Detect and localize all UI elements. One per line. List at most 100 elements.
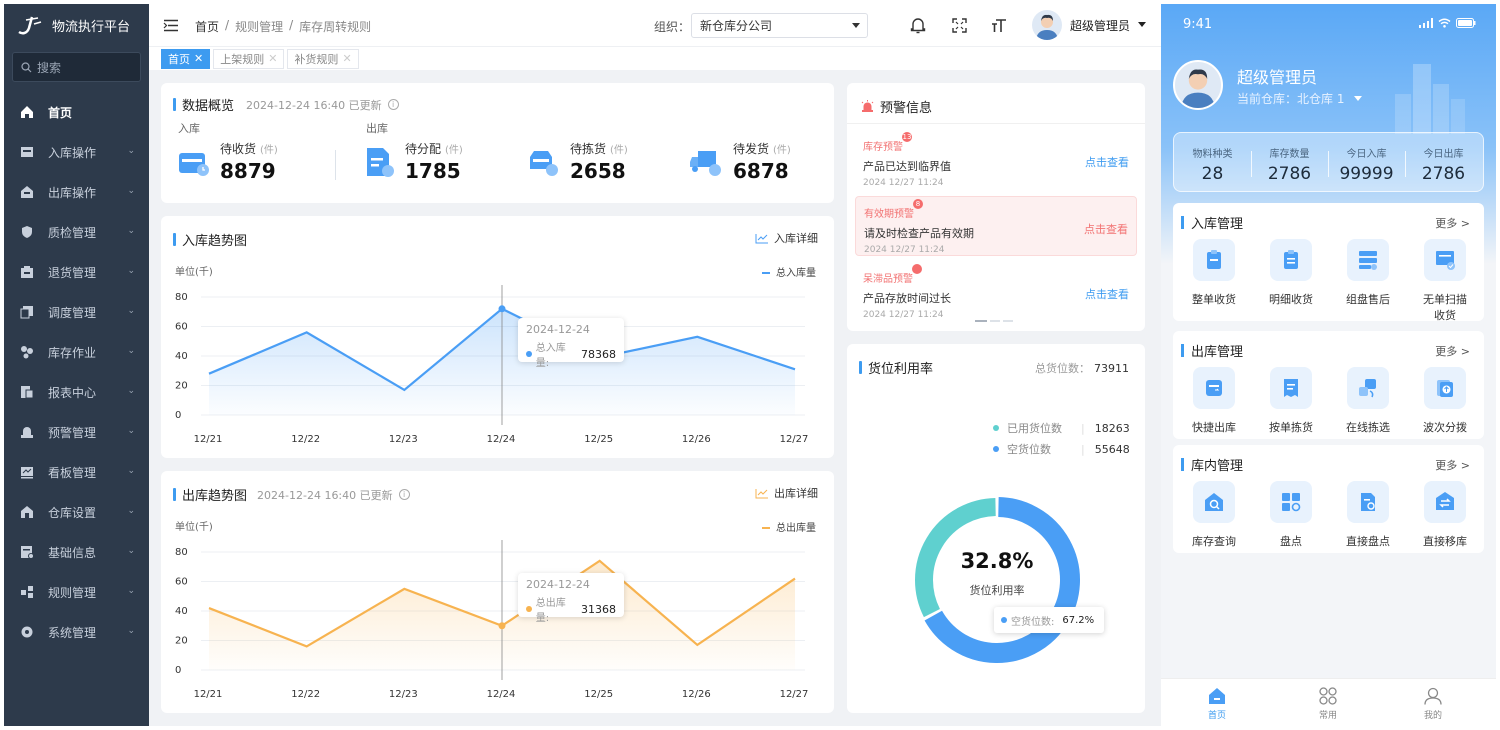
y-tick-label: 0 (175, 665, 181, 676)
summary-label: 物料种类 (1192, 149, 1233, 160)
stat-value: 2658 (570, 159, 626, 183)
bell-icon[interactable] (910, 16, 926, 34)
alert-time: 2024 12/27 11:24 (864, 245, 945, 255)
more-link[interactable]: 更多 > (1435, 215, 1470, 231)
x-tick-label: 12/26 (682, 689, 711, 700)
sidebar-item-10[interactable]: 仓库设置 ⌄ (4, 492, 149, 532)
sidebar-item-0[interactable]: 首页 (4, 92, 149, 132)
y-tick-label: 40 (175, 606, 188, 617)
alert-view-link[interactable]: 点击查看 (1085, 156, 1129, 169)
sidebar-item-6[interactable]: 库存作业 ⌄ (4, 332, 149, 372)
mobile-action[interactable]: 库存查询 (1179, 481, 1249, 549)
close-icon[interactable]: ✕ (342, 52, 352, 65)
donut-slice-used[interactable] (915, 498, 997, 618)
mobile-action[interactable]: 直接盘点 (1333, 481, 1403, 549)
sidebar-item-2[interactable]: 出库操作 ⌄ (4, 172, 149, 212)
mobile-action[interactable]: 组盘售后 (1333, 239, 1403, 307)
tab-replenish-rules[interactable]: 补货规则 ✕ (287, 48, 359, 69)
sidebar-item-3[interactable]: 质检管理 ⌄ (4, 212, 149, 252)
mobile-tab-common[interactable]: 常用 (1298, 685, 1358, 721)
stat-pending-receipt[interactable]: 待收货 (件) 8879 (178, 140, 278, 183)
mobile-tab-mine[interactable]: 我的 (1403, 685, 1463, 721)
mobile-action[interactable]: 无单扫描收货 (1421, 239, 1469, 323)
sidebar-item-4[interactable]: 退货管理 ⌄ (4, 252, 149, 292)
stat-pending-shipment[interactable]: 待发货 (件) 6878 (689, 140, 791, 183)
board-icon (20, 465, 34, 479)
x-tick-label: 12/22 (291, 689, 320, 700)
tab-home[interactable]: 首页 ✕ (161, 48, 211, 69)
data-point[interactable] (498, 622, 506, 630)
stock-icon (20, 345, 34, 359)
alert-item: 有效期预警 8 请及时检查产品有效期 2024 12/27 11:24 点击查看 (855, 196, 1137, 256)
sidebar-item-5[interactable]: 调度管理 ⌄ (4, 292, 149, 332)
fullscreen-icon[interactable] (952, 18, 967, 33)
mobile-avatar[interactable] (1173, 60, 1223, 110)
mobile-action[interactable]: 盘点 (1256, 481, 1326, 549)
alert-view-link[interactable]: 点击查看 (1084, 223, 1128, 236)
divider (1251, 151, 1252, 177)
warehouse-switcher[interactable]: 当前仓库：北仓库 1 (1237, 90, 1363, 107)
x-tick-label: 12/25 (584, 434, 613, 445)
tab-replenish-label: 补货规则 (294, 52, 339, 66)
divider (335, 150, 336, 180)
inbound-detail-text: 入库详细 (774, 232, 818, 245)
sidebar: 物流执行平台 搜索 首页 入库操作 ⌄ 出库操作 ⌄ 质检管理 ⌄ 退货管理 ⌄ 调度管理 ⌄ 库存作… (4, 4, 149, 726)
close-icon[interactable]: ✕ (268, 52, 278, 65)
sidebar-item-label: 预警管理 (48, 425, 97, 440)
y-tick-label: 60 (175, 577, 188, 588)
line-chart-icon (755, 233, 768, 243)
close-icon[interactable]: ✕ (194, 52, 204, 65)
area-fill (209, 560, 795, 670)
sidebar-item-12[interactable]: 规则管理 ⌄ (4, 572, 149, 612)
sidebar-item-8[interactable]: 预警管理 ⌄ (4, 412, 149, 452)
sidebar-item-11[interactable]: 基础信息 ⌄ (4, 532, 149, 572)
sidebar-search[interactable]: 搜索 (12, 52, 141, 82)
more-link[interactable]: 更多 > (1435, 343, 1470, 359)
mobile-action[interactable]: 在线拣选 (1333, 367, 1403, 435)
pick-icon (1359, 379, 1376, 398)
sidebar-item-9[interactable]: 看板管理 ⌄ (4, 452, 149, 492)
mobile-action[interactable]: 快捷出库 (1179, 367, 1249, 435)
chevron-down-icon: ⌄ (127, 346, 135, 356)
sidebar-item-1[interactable]: 入库操作 ⌄ (4, 132, 149, 172)
sidebar-item-7[interactable]: 报表中心 ⌄ (4, 372, 149, 412)
mobile-action[interactable]: 明细收货 (1256, 239, 1326, 307)
mobile-action[interactable]: 按单拣货 (1256, 367, 1326, 435)
grid-search-icon (1282, 493, 1301, 512)
alerts-card: 预警信息 库存预警 13 产品已达到临界值 2024 12/27 11:24 点击查看有… (847, 83, 1145, 331)
mobile-tab-home[interactable]: 首页 (1187, 685, 1247, 721)
stat-pending-allocation[interactable]: 待分配 (件) 1785 (365, 140, 463, 183)
legend-swatch (762, 272, 770, 274)
font-size-icon[interactable] (991, 18, 1007, 33)
stat-value: 8879 (220, 159, 276, 183)
sidebar-item-label: 调度管理 (48, 305, 97, 320)
mobile-action[interactable]: 整单收货 (1179, 239, 1249, 307)
sidebar-item-13[interactable]: 系统管理 ⌄ (4, 612, 149, 652)
inbound-detail-link[interactable]: 入库详细 (755, 230, 818, 246)
alerts-title-text: 预警信息 (880, 101, 933, 116)
mobile-action[interactable]: 波次分拨 (1410, 367, 1480, 435)
breadcrumb-item-rules[interactable]: 规则管理 (235, 20, 284, 34)
donut-tooltip: 空货位数: 67.2% (994, 607, 1104, 633)
chevron-right-icon: > (1460, 345, 1470, 358)
carousel-dots[interactable] (975, 320, 1013, 322)
org-select[interactable]: 新仓库分公司 (691, 13, 868, 38)
user-menu[interactable]: 超级管理员 (1032, 10, 1147, 40)
alert-view-link[interactable]: 点击查看 (1085, 288, 1129, 301)
data-point[interactable] (498, 305, 506, 313)
alert-tag: 库存预警 13 (863, 132, 912, 153)
action-label: 明细收货 (1269, 293, 1313, 306)
menu-toggle-icon[interactable] (163, 19, 179, 32)
outbound-detail-link[interactable]: 出库详细 (755, 485, 818, 501)
tab-putaway-rules[interactable]: 上架规则 ✕ (213, 48, 285, 69)
mobile-action[interactable]: 直接移库 (1410, 481, 1480, 549)
more-link[interactable]: 更多 > (1435, 457, 1470, 473)
database-icon (1359, 251, 1377, 270)
chevron-down-icon: ⌄ (127, 306, 135, 316)
stat-pending-picking[interactable]: 待拣货 (件) 2658 (526, 140, 628, 183)
breadcrumb-item-home[interactable]: 首页 (195, 20, 220, 34)
alert-badge: 8 (913, 199, 923, 209)
app-name: 物流执行平台 (52, 19, 131, 35)
y-tick-label: 20 (175, 636, 188, 647)
alert-tag-text: 呆滞品预警 (863, 274, 913, 285)
